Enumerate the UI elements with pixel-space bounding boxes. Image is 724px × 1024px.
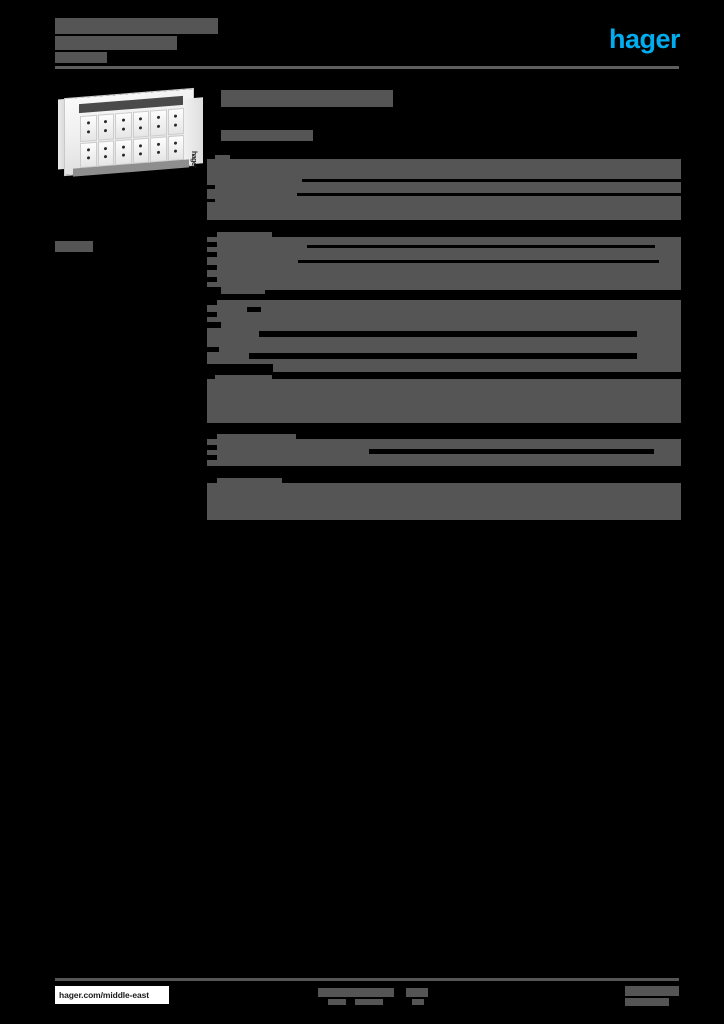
row-gap: [272, 375, 681, 379]
footer-right-block-1: [625, 986, 679, 996]
spec-band: [207, 232, 681, 294]
value-rule: [307, 245, 655, 248]
footer-right-block-2: [625, 998, 669, 1006]
terminal-cell: [97, 139, 114, 167]
footer-divider: [55, 978, 679, 981]
spec-group-6: [207, 478, 681, 520]
row-gap: [207, 265, 217, 270]
terminal-cell: [150, 109, 167, 137]
spec-group-5: [207, 434, 681, 466]
product-photo: hager: [55, 86, 203, 184]
row-gap: [272, 232, 681, 237]
hager-wordmark: hager: [608, 24, 681, 54]
row-gap: [282, 478, 681, 483]
spec-band: [207, 478, 681, 520]
row-gap: [207, 155, 215, 159]
row-gap: [207, 375, 215, 379]
product-photo-caption: [55, 241, 93, 252]
terminal-cell: [150, 135, 167, 163]
product-brand-mark: hager: [190, 151, 197, 168]
footer-center-block-1: [318, 988, 394, 997]
row-gap: [207, 287, 221, 294]
row-gap: [207, 185, 215, 189]
row-gap: [207, 347, 219, 352]
value-rule: [249, 353, 637, 359]
spec-group-3: [207, 300, 681, 372]
row-gap: [207, 312, 217, 317]
row-gap: [207, 434, 217, 439]
row-gap: [207, 277, 217, 282]
document-footer: hager.com/middle-east: [0, 968, 724, 1024]
header-title-line-1: [55, 18, 218, 34]
terminal-cell: [80, 114, 97, 142]
value-rule: [259, 331, 637, 337]
footer-center-block-2: [328, 999, 346, 1005]
footer-center-block-4: [406, 988, 428, 997]
spec-group-2: [207, 232, 681, 294]
spec-group-4: [207, 375, 681, 423]
row-gap: [207, 478, 217, 483]
terminal-cell: [115, 138, 132, 166]
terminal-cell: [132, 137, 149, 164]
terminal-cell: [167, 107, 184, 135]
spec-group-1: [207, 155, 681, 220]
row-gap: [207, 445, 217, 450]
row-gap: [207, 252, 217, 257]
document-header: hager: [0, 0, 724, 72]
value-rule: [302, 179, 681, 182]
page-subtitle: [221, 130, 313, 141]
row-gap: [207, 199, 215, 202]
terminal-cell: [80, 141, 97, 169]
row-gap: [247, 307, 261, 312]
hager-logo: hager: [594, 24, 681, 54]
header-title-line-3: [55, 52, 107, 63]
row-gap: [230, 155, 681, 159]
terminal-cell: [167, 134, 184, 162]
row-gap: [207, 322, 221, 328]
product-terminal-grid: [80, 107, 184, 169]
terminal-cell: [97, 113, 114, 141]
spec-band: [207, 375, 681, 423]
row-gap: [207, 232, 217, 237]
row-gap: [207, 455, 217, 460]
footer-center-block-5: [412, 999, 424, 1005]
page-title: [221, 90, 393, 107]
row-gap: [207, 300, 217, 305]
footer-url-link[interactable]: hager.com/middle-east: [55, 986, 169, 1004]
header-title-line-2: [55, 36, 177, 50]
row-gap: [296, 434, 681, 439]
terminal-cell: [132, 110, 149, 138]
value-rule: [369, 449, 654, 454]
spec-band: [207, 155, 681, 220]
terminal-cell: [115, 112, 132, 139]
footer-url-text: hager.com/middle-east: [59, 990, 150, 1000]
value-rule: [265, 290, 681, 294]
value-rule: [297, 193, 681, 196]
row-gap: [207, 364, 273, 372]
footer-center-block-3: [355, 999, 383, 1005]
header-divider: [55, 66, 679, 69]
row-gap: [207, 242, 217, 247]
value-rule: [298, 260, 659, 263]
